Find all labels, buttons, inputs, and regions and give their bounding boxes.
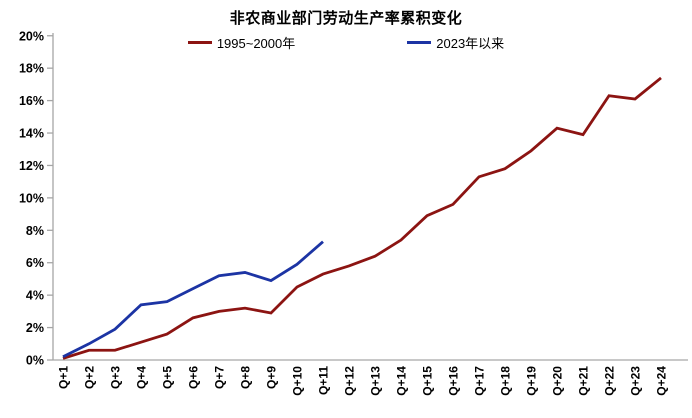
x-axis-label: Q+1 bbox=[57, 366, 71, 389]
x-axis-label: Q+10 bbox=[291, 366, 305, 396]
y-axis-label: 10% bbox=[19, 191, 44, 205]
x-axis-label: Q+6 bbox=[187, 366, 201, 389]
x-axis-label: Q+19 bbox=[525, 366, 539, 396]
x-axis-label: Q+3 bbox=[109, 366, 123, 389]
x-axis-label: Q+18 bbox=[499, 366, 513, 396]
y-axis-label: 8% bbox=[26, 224, 44, 238]
x-axis-label: Q+15 bbox=[421, 366, 435, 396]
series-line-2023 bbox=[62, 240, 324, 359]
x-axis-label: Q+20 bbox=[551, 366, 565, 396]
y-axis-label: 4% bbox=[26, 289, 44, 303]
legend-line-swatch-red bbox=[187, 41, 212, 44]
x-axis-label: Q+2 bbox=[83, 366, 97, 389]
y-axis-label: 16% bbox=[19, 94, 44, 108]
x-axis-label: Q+17 bbox=[473, 366, 487, 396]
y-axis-label: 0% bbox=[26, 354, 44, 368]
legend-item-1995-2000: 1995~2000年 bbox=[187, 33, 296, 52]
y-axis-label: 2% bbox=[26, 321, 44, 335]
x-axis-label: Q+5 bbox=[161, 366, 175, 389]
legend-item-2023: 2023年以来 bbox=[407, 33, 504, 52]
x-axis-label: Q+13 bbox=[369, 366, 383, 396]
x-axis-label: Q+23 bbox=[629, 366, 643, 396]
x-axis-label: Q+9 bbox=[265, 366, 279, 389]
y-axis-label: 20% bbox=[19, 29, 44, 43]
legend-label-2023: 2023年以来 bbox=[436, 36, 505, 51]
legend-line-swatch-blue bbox=[407, 41, 432, 44]
x-axis-label: Q+14 bbox=[395, 366, 409, 396]
x-axis-label: Q+21 bbox=[577, 366, 591, 396]
legend-label-1995-2000: 1995~2000年 bbox=[216, 36, 296, 51]
x-axis-label: Q+22 bbox=[603, 366, 617, 396]
x-axis-label: Q+11 bbox=[317, 366, 331, 395]
y-axis-label: 12% bbox=[19, 159, 44, 173]
x-axis-label: Q+8 bbox=[239, 366, 253, 389]
x-axis-label: Q+4 bbox=[135, 366, 149, 389]
x-axis-label: Q+7 bbox=[213, 366, 227, 389]
y-axis-label: 6% bbox=[26, 256, 44, 270]
x-axis-label: Q+16 bbox=[447, 366, 461, 396]
series-line-1995-2000 bbox=[62, 76, 662, 360]
y-axis-label: 18% bbox=[19, 62, 44, 76]
x-axis-label: Q+24 bbox=[655, 366, 669, 396]
x-axis-label: Q+12 bbox=[343, 366, 357, 396]
legend: 1995~2000年 2023年以来 bbox=[0, 33, 692, 52]
chart-title: 非农商业部门劳动生产率累积变化 bbox=[229, 10, 463, 27]
y-axis-label: 14% bbox=[19, 127, 44, 141]
